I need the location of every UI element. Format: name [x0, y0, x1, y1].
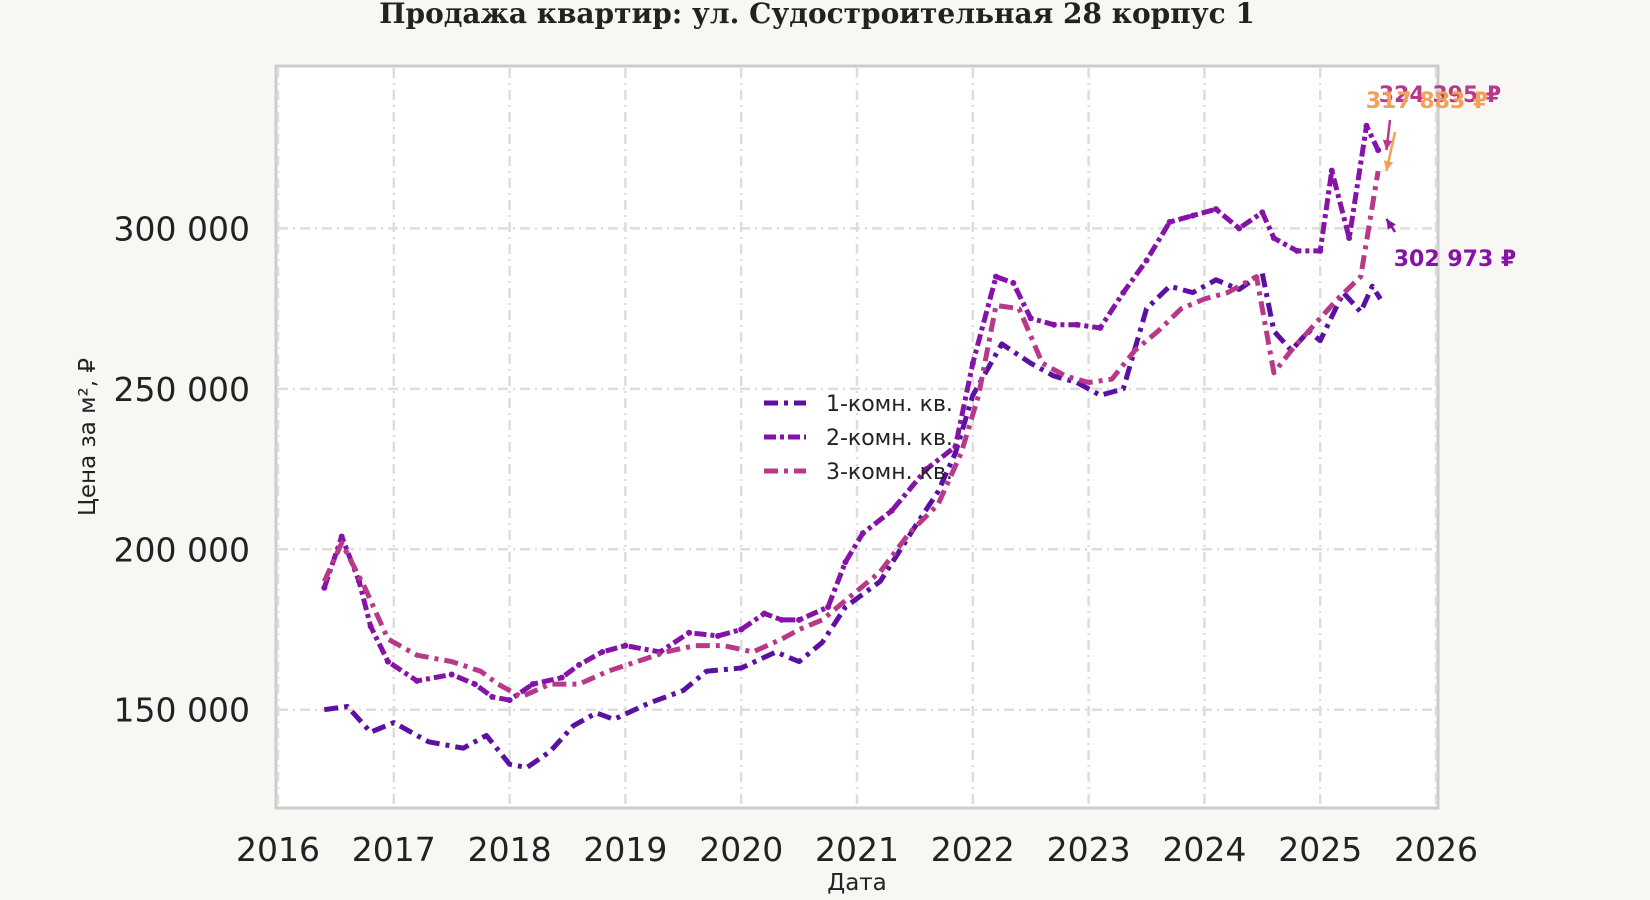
series-line-1 [323, 270, 1383, 770]
series-point [778, 616, 785, 623]
series-point [842, 559, 849, 566]
series-point [859, 530, 866, 537]
x-tick-label: 2018 [468, 830, 552, 869]
series-point [1027, 315, 1034, 322]
series-point [952, 443, 959, 450]
series-point [1212, 206, 1219, 213]
series-point [321, 584, 328, 591]
series-point [1317, 247, 1324, 254]
series-point [1166, 219, 1173, 226]
y-tick-label: 200 000 [114, 530, 250, 569]
series-point [888, 507, 895, 514]
series-point [506, 697, 513, 704]
series-point [738, 626, 745, 633]
series-point [448, 671, 455, 678]
x-tick-label: 2016 [236, 830, 320, 869]
series-point [1363, 122, 1370, 129]
chart-title: Продажа квартир: ул. Судостроительная 28… [379, 0, 1255, 30]
annotations: 324 395 ₽317 883 ₽ 302 973 ₽ [1366, 83, 1516, 272]
series-line-3 [322, 170, 1381, 700]
series-point [413, 677, 420, 684]
x-tick-label: 2024 [1162, 830, 1246, 869]
series-point [715, 632, 722, 639]
annotation-label: 324 395 ₽ [1379, 83, 1501, 108]
x-tick-label: 2023 [1047, 830, 1131, 869]
series-point [1050, 321, 1057, 328]
y-axis-ticks: 150 000 200 000 250 000 300 000 [114, 209, 250, 729]
x-tick-label: 2021 [815, 830, 899, 869]
x-tick-label: 2017 [352, 830, 436, 869]
annotation-arrowhead [1386, 218, 1396, 230]
x-tick-label: 2022 [931, 830, 1015, 869]
series-point [576, 661, 583, 668]
y-tick-label: 250 000 [114, 370, 250, 409]
series-point [1375, 147, 1382, 154]
y-tick-label: 300 000 [114, 209, 250, 248]
legend: 1-комн. кв. 2-комн. кв. 3-комн. кв. [764, 392, 953, 485]
annotation-arrowhead [1383, 160, 1394, 172]
series-point [1074, 321, 1081, 328]
series-point [338, 533, 345, 540]
series-layer [321, 122, 1383, 770]
series-point [1143, 257, 1150, 264]
annotation-arrowhead [1382, 139, 1393, 151]
x-axis-ticks: 2016 2017 2018 2019 2020 2021 2022 2023 2024 2025… [236, 830, 1478, 869]
annotation-label: 317 883 ₽ [1366, 89, 1488, 114]
series-point [1236, 225, 1243, 232]
series-point [622, 642, 629, 649]
series-point [1259, 209, 1266, 216]
series-point [489, 693, 496, 700]
series-point [1294, 247, 1301, 254]
series-point [1328, 167, 1335, 174]
series-point [599, 648, 606, 655]
series-point [529, 681, 536, 688]
x-tick-label: 2025 [1278, 830, 1362, 869]
series-point [1270, 235, 1277, 242]
legend-entry: 1-комн. кв. [826, 392, 953, 417]
series-point [992, 273, 999, 280]
series-point [761, 610, 768, 617]
series-point [686, 629, 693, 636]
series-point [385, 658, 392, 665]
x-tick-label: 2020 [699, 830, 783, 869]
series-point [969, 360, 976, 367]
grid [276, 68, 1438, 806]
series-point [558, 674, 565, 681]
annotation-label: 302 973 ₽ [1394, 247, 1516, 272]
series-point [1189, 212, 1196, 219]
legend-entry: 3-комн. кв. [826, 460, 953, 485]
series-point [1346, 235, 1353, 242]
y-axis-label: Цена за м², ₽ [75, 358, 101, 516]
legend-entry: 2-комн. кв. [826, 426, 953, 451]
y-tick-label: 150 000 [114, 691, 250, 730]
x-tick-label: 2019 [583, 830, 667, 869]
series-point [1010, 279, 1017, 286]
series-point [825, 604, 832, 611]
x-axis-label: Дата [827, 870, 887, 896]
series-point [367, 623, 374, 630]
series-point [1097, 324, 1104, 331]
x-tick-label: 2026 [1394, 830, 1478, 869]
series-point [923, 466, 930, 473]
series-point [1120, 289, 1127, 296]
series-point [471, 681, 478, 688]
series-point [796, 616, 803, 623]
